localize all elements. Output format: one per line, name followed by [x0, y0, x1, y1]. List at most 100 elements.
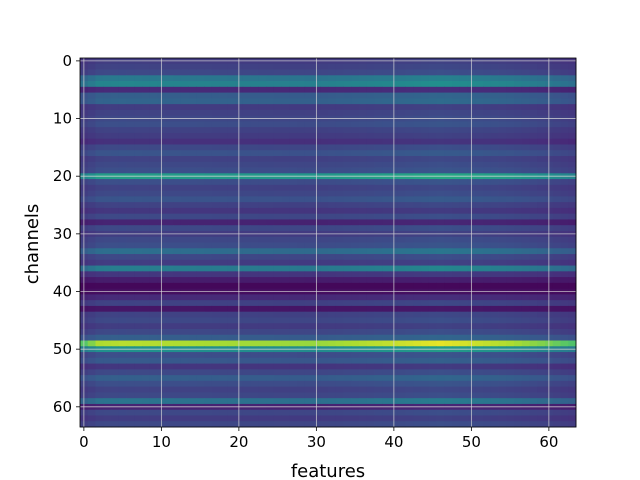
heatmap-cell — [529, 363, 538, 370]
heatmap-cell — [126, 352, 135, 359]
heatmap-cell — [374, 86, 383, 93]
heatmap-cell — [180, 334, 189, 341]
heatmap-cell — [219, 294, 228, 301]
heatmap-cell — [242, 317, 251, 324]
heatmap-cell — [382, 375, 391, 382]
heatmap-cell — [444, 277, 453, 284]
heatmap-cell — [428, 380, 437, 388]
heatmap-cell — [95, 421, 104, 428]
heatmap-cell — [250, 184, 259, 192]
heatmap-cell — [204, 323, 213, 330]
heatmap-cell — [304, 236, 313, 243]
heatmap-cell — [188, 294, 197, 301]
heatmap-cell — [173, 190, 182, 197]
heatmap-cell — [366, 156, 375, 163]
heatmap-cell — [304, 75, 313, 82]
heatmap-cell — [165, 415, 174, 422]
heatmap-cell — [359, 161, 368, 168]
heatmap-cell — [87, 132, 96, 140]
heatmap-cell — [506, 63, 515, 70]
heatmap-cell — [552, 340, 561, 347]
heatmap-cell — [304, 179, 313, 186]
heatmap-cell — [95, 277, 104, 284]
heatmap-cell — [490, 161, 499, 168]
heatmap-cell — [498, 213, 507, 220]
heatmap-cell — [490, 363, 499, 370]
heatmap-cell — [95, 150, 104, 157]
heatmap-cell — [366, 363, 375, 370]
heatmap-cell — [359, 202, 368, 209]
heatmap-cell — [273, 259, 282, 266]
heatmap-cell — [165, 392, 174, 399]
heatmap-cell — [242, 86, 251, 93]
heatmap-cell — [506, 375, 515, 382]
heatmap-cell — [250, 236, 259, 243]
heatmap-cell — [421, 81, 430, 88]
heatmap-cell — [444, 311, 453, 318]
heatmap-cell — [529, 104, 538, 111]
heatmap-cell — [328, 167, 337, 174]
heatmap-cell — [343, 190, 352, 197]
heatmap-cell — [227, 242, 236, 249]
heatmap-cell — [103, 179, 112, 186]
heatmap-cell — [211, 167, 220, 174]
heatmap-cell — [87, 236, 96, 243]
heatmap-cell — [142, 375, 151, 382]
heatmap-cell — [436, 81, 445, 88]
heatmap-cell — [196, 328, 205, 336]
heatmap-cell — [273, 323, 282, 330]
heatmap-cell — [374, 150, 383, 157]
heatmap-cell — [475, 259, 484, 266]
heatmap-cell — [111, 277, 120, 284]
heatmap-cell — [459, 277, 468, 284]
heatmap-cell — [289, 259, 298, 266]
heatmap-cell — [188, 242, 197, 249]
heatmap-cell — [335, 127, 344, 134]
heatmap-cell — [211, 190, 220, 197]
heatmap-cell — [397, 144, 406, 151]
heatmap-cell — [111, 380, 120, 388]
heatmap-cell — [111, 184, 120, 192]
heatmap-cell — [506, 86, 515, 93]
heatmap-cell — [382, 144, 391, 151]
heatmap-cell — [289, 352, 298, 359]
heatmap-cell — [165, 196, 174, 203]
heatmap-cell — [521, 352, 530, 359]
heatmap-cell — [366, 127, 375, 134]
heatmap-cell — [529, 132, 538, 140]
heatmap-cell — [289, 98, 298, 105]
heatmap-cell — [421, 294, 430, 301]
heatmap-cell — [87, 121, 96, 128]
heatmap-cell — [413, 369, 422, 376]
heatmap-cell — [568, 357, 577, 364]
heatmap-cell — [568, 98, 577, 105]
heatmap-cell — [498, 167, 507, 174]
heatmap-cell — [165, 236, 174, 243]
heatmap-cell — [180, 398, 189, 405]
heatmap-cell — [196, 305, 205, 313]
heatmap-cell — [87, 196, 96, 203]
heatmap-cell — [444, 248, 453, 255]
heatmap-cell — [289, 92, 298, 99]
heatmap-cell — [475, 323, 484, 330]
heatmap-cell — [529, 81, 538, 88]
heatmap-cell — [459, 179, 468, 186]
heatmap-cell — [180, 277, 189, 284]
heatmap-cell — [196, 184, 205, 192]
heatmap-cell — [421, 138, 430, 145]
heatmap-cell — [475, 305, 484, 313]
heatmap-cell — [165, 242, 174, 249]
heatmap-cell — [498, 75, 507, 82]
heatmap-cell — [335, 156, 344, 163]
heatmap-cell — [165, 421, 174, 428]
heatmap-cell — [483, 184, 492, 192]
heatmap-cell — [483, 104, 492, 111]
heatmap-cell — [475, 144, 484, 151]
heatmap-cell — [289, 369, 298, 376]
heatmap-cell — [351, 92, 360, 99]
heatmap-cell — [343, 254, 352, 261]
heatmap-cell — [421, 196, 430, 203]
heatmap-cell — [475, 369, 484, 376]
heatmap-cell — [126, 150, 135, 157]
heatmap-cell — [149, 363, 158, 370]
